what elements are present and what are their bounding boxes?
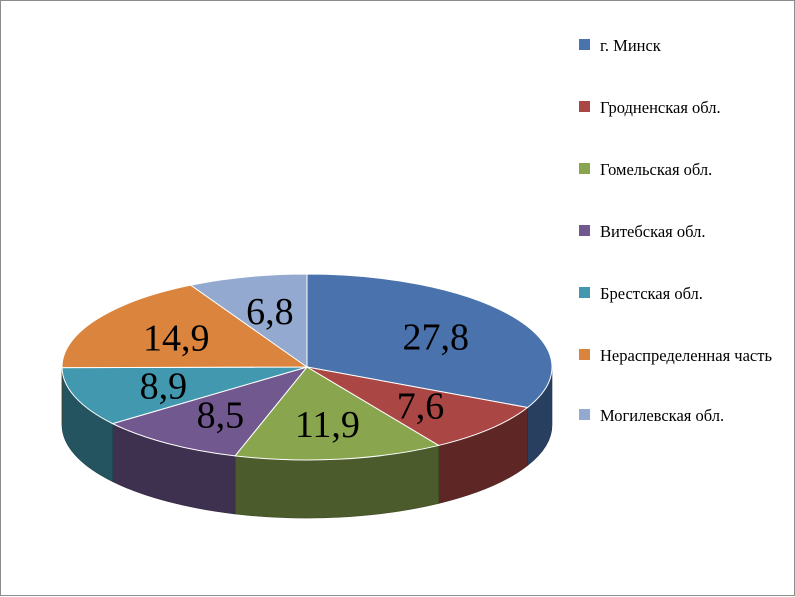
legend-label: Гомельская обл. — [600, 157, 790, 183]
data-label-гродненская-обл: 7,6 — [397, 385, 445, 427]
data-label-нераспределенная-часть: 14,9 — [143, 318, 210, 360]
legend-swatch — [579, 39, 590, 50]
legend-swatch — [579, 409, 590, 420]
legend-swatch — [579, 163, 590, 174]
data-label-г-минск: 27,8 — [402, 316, 469, 358]
legend-swatch — [579, 287, 590, 298]
data-label-могилевская-обл: 6,8 — [246, 291, 294, 333]
legend-label: Гродненская обл. — [600, 95, 790, 121]
data-label-брестская-обл: 8,9 — [140, 366, 188, 408]
data-label-витебская-обл: 8,5 — [197, 394, 245, 436]
legend-label: г. Минск — [600, 33, 790, 59]
data-label-гомельская-обл: 11,9 — [295, 404, 360, 446]
legend-label: Нераспределенная часть — [600, 343, 790, 369]
legend-label: Могилевская обл. — [600, 403, 790, 429]
legend-label: Брестская обл. — [600, 281, 790, 307]
legend-swatch — [579, 349, 590, 360]
legend-swatch — [579, 101, 590, 112]
legend-swatch — [579, 225, 590, 236]
legend-label: Витебская обл. — [600, 219, 790, 245]
